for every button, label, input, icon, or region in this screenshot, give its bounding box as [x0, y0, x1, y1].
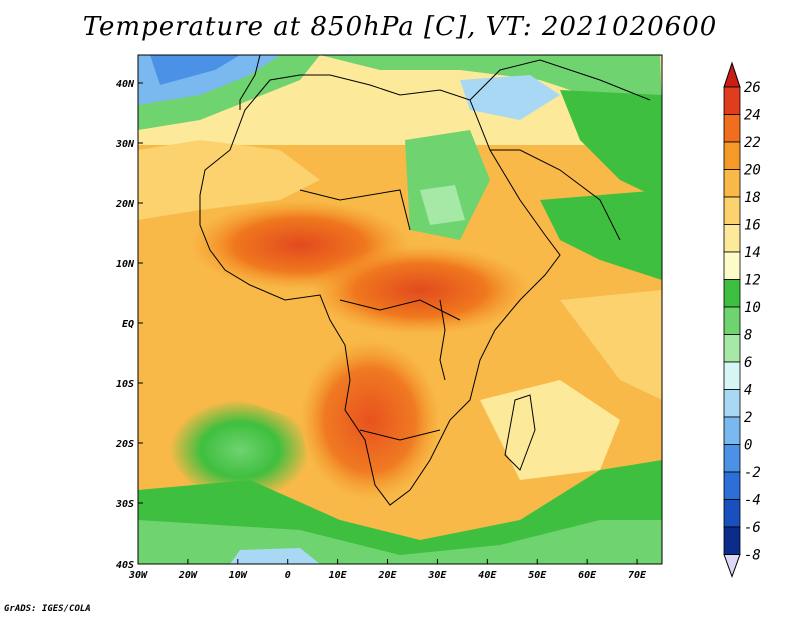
x-tick-label: 20E — [377, 570, 397, 581]
colorbar-segment — [723, 526, 741, 555]
colorbar-segment — [723, 471, 741, 500]
colorbar-label: -6 — [744, 520, 761, 536]
colorbar-label: 0 — [744, 438, 752, 454]
x-tick-label: 50E — [528, 570, 547, 581]
colorbar-label: 2 — [744, 410, 752, 426]
x-tick-label: 30E — [427, 570, 447, 581]
colorbar-segment — [723, 196, 741, 225]
colorbar-label: 18 — [744, 190, 761, 206]
colorbar-label: 14 — [744, 245, 761, 261]
colorbar-segment — [723, 416, 741, 445]
colorbar-label: 4 — [744, 383, 752, 399]
colorbar-label: 10 — [744, 300, 761, 316]
colorbar-label: 8 — [744, 328, 752, 344]
x-tick-label: 10E — [329, 570, 348, 581]
colorbar-label: 22 — [744, 135, 761, 151]
x-tick-label: 20W — [178, 570, 198, 581]
colorbar-label: 20 — [744, 163, 761, 179]
footer-credit: GrADS: IGES/COLA — [4, 604, 91, 614]
y-tick-label: 10N — [116, 259, 135, 270]
colorbar-segment — [723, 224, 741, 253]
colorbar-segment — [723, 169, 741, 198]
y-tick-label: 30S — [115, 499, 134, 510]
colorbar-segment — [723, 306, 741, 335]
map-frame — [137, 54, 663, 565]
y-tick-label: 40S — [116, 560, 134, 571]
colorbar-max-triangle — [723, 61, 741, 88]
colorbar-segment — [723, 114, 741, 143]
colorbar-segment — [723, 444, 741, 473]
colorbar-label: 12 — [744, 273, 761, 289]
colorbar-min-triangle — [723, 554, 741, 578]
colorbar-segment — [723, 279, 741, 308]
colorbar-segment — [723, 251, 741, 280]
x-tick-label: 40E — [478, 570, 497, 581]
y-tick-label: 40N — [116, 79, 135, 90]
y-tick-label: 20S — [115, 439, 134, 450]
colorbar-label: -2 — [744, 465, 761, 481]
colorbar-segment — [723, 361, 741, 390]
temperature-field — [138, 55, 662, 564]
colorbar-segment — [723, 389, 741, 418]
x-tick-label: 30W — [128, 570, 148, 581]
x-tick-label: 0 — [285, 570, 291, 581]
colorbar-label: 26 — [744, 80, 761, 96]
page-title: Temperature at 850hPa [C], VT: 202102060… — [82, 12, 718, 42]
colorbar-label: 16 — [744, 218, 761, 234]
y-tick-label: 30N — [115, 139, 135, 150]
colorbar-segment — [723, 499, 741, 528]
axis-ticks: 30W 20W 10W 0 10E 20E 30E 40E 50E 60E 70E 40N 30N 20N… — [115, 79, 647, 581]
x-tick-label: 70E — [628, 570, 647, 581]
x-tick-label: 60E — [578, 570, 597, 581]
x-tick-label: 10W — [229, 570, 248, 581]
y-tick-label: 10S — [116, 379, 134, 390]
y-tick-label: 20N — [115, 199, 135, 210]
colorbar-segment — [723, 86, 741, 115]
colorbar-label: 24 — [744, 108, 761, 124]
y-tick-label: EQ — [122, 319, 134, 330]
colorbar-label: -4 — [744, 493, 761, 509]
coastlines — [199, 55, 651, 506]
colorbar-segment — [723, 334, 741, 363]
colorbar-label: 6 — [744, 355, 752, 371]
colorbar-segment — [723, 141, 741, 170]
colorbar-label: -8 — [744, 548, 761, 564]
